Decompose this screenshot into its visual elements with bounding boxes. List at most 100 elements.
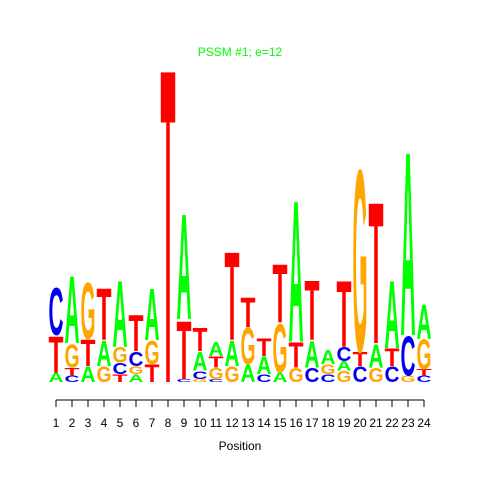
logo-letter: G xyxy=(225,361,240,387)
chart-title: PSSM #1; e=12 xyxy=(198,45,283,59)
logo-letter: T xyxy=(241,290,256,337)
logo-letter: G xyxy=(417,332,432,379)
logo-letter: A xyxy=(65,256,80,364)
logo-letter: A xyxy=(289,159,304,385)
logo-letter: A xyxy=(273,370,288,385)
logo-letter: T xyxy=(49,326,64,384)
logo-letter: A xyxy=(417,295,432,350)
x-tick-label: 15 xyxy=(273,416,287,430)
logo-letter: A xyxy=(369,337,384,374)
x-tick-label: 20 xyxy=(353,416,367,430)
x-tick-label: 12 xyxy=(225,416,239,430)
logo-letter: T xyxy=(337,262,352,367)
logo-letter: C xyxy=(385,361,400,387)
logo-letter: T xyxy=(305,264,320,359)
logo-letter: T xyxy=(417,368,432,378)
logo-letter: G xyxy=(273,309,288,388)
logo-letter: A xyxy=(209,338,224,361)
logo-letter: G xyxy=(145,334,160,371)
logo-letter: T xyxy=(145,359,160,387)
x-tick-label: 14 xyxy=(257,416,271,430)
logo-letter: T xyxy=(257,333,272,361)
logo-letter: T xyxy=(129,305,144,363)
logo-letter: G xyxy=(321,362,336,377)
logo-letter: C xyxy=(417,374,433,384)
logo-letter: C xyxy=(209,378,224,383)
logo-letter: T xyxy=(209,353,225,371)
logo-letter: G xyxy=(209,364,224,382)
logo-letter: C xyxy=(193,369,208,382)
logo-letter: T xyxy=(81,331,96,374)
logo-letter: A xyxy=(401,97,416,392)
logo-letter: T xyxy=(289,336,304,376)
logo-letter: C xyxy=(49,274,64,350)
logo-letter: A xyxy=(81,361,96,387)
logo-letter: A xyxy=(49,370,64,385)
logo-letter: A xyxy=(337,358,352,373)
logo-letter: T xyxy=(369,160,384,386)
logo-letter: A xyxy=(129,372,144,385)
logo-letter: T xyxy=(353,348,369,371)
logo-letter: C xyxy=(401,325,416,387)
x-tick-label: 16 xyxy=(289,416,303,430)
logo-letter: C xyxy=(113,359,128,377)
logo-letter: G xyxy=(353,116,368,408)
logo-letter: C xyxy=(305,364,320,387)
logo-letter: G xyxy=(193,378,208,383)
x-tick-label: 18 xyxy=(321,416,335,430)
logo-letter: A xyxy=(385,261,400,369)
logo-letter: A xyxy=(257,351,272,379)
logo-letter: T xyxy=(273,247,288,340)
logo-letter: A xyxy=(241,359,256,387)
logo-letter: G xyxy=(369,364,384,387)
x-tick-label: 5 xyxy=(117,416,124,430)
logo-letter: A xyxy=(145,273,160,356)
x-tick-label: 8 xyxy=(165,416,172,430)
x-tick-label: 4 xyxy=(101,416,108,430)
logo-letter: T xyxy=(385,343,400,371)
x-tick-label: 1 xyxy=(53,416,60,430)
logo-letter: G xyxy=(81,264,96,356)
logo-letter: G xyxy=(337,368,352,386)
x-axis-label: Position xyxy=(219,439,262,453)
x-tick-label: 6 xyxy=(133,416,140,430)
x-tick-label: 22 xyxy=(385,416,399,430)
logo-letter: C xyxy=(129,348,144,371)
logo-letter: T xyxy=(97,273,112,356)
x-tick-label: 17 xyxy=(305,416,319,430)
logo-letter: T xyxy=(177,303,192,396)
logo-letter: A xyxy=(305,333,320,376)
logo-letter: A xyxy=(321,346,336,369)
x-tick-label: 10 xyxy=(193,416,207,430)
logo-letter: G xyxy=(241,318,256,376)
logo-letter: C xyxy=(177,378,192,383)
logo-letter: C xyxy=(337,343,352,366)
x-tick-label: 9 xyxy=(181,416,188,430)
logo-letter: C xyxy=(65,374,81,384)
logo-letter: A xyxy=(113,262,128,367)
logo-letter: G xyxy=(65,337,80,374)
logo-letter: T xyxy=(113,372,129,385)
x-tick-label: 19 xyxy=(337,416,351,430)
logo-letter: C xyxy=(353,361,368,387)
logo-letter: T xyxy=(225,227,240,368)
x-tick-label: 7 xyxy=(149,416,156,430)
x-tick-label: 3 xyxy=(85,416,92,430)
logo-letter: A xyxy=(97,334,112,374)
logo-letter: G xyxy=(97,361,112,387)
x-tick-label: 24 xyxy=(417,416,431,430)
logo-letter: T xyxy=(161,0,176,478)
logo-letter: G xyxy=(289,364,304,387)
logo-letter: C xyxy=(257,372,272,385)
x-tick-label: 13 xyxy=(241,416,255,430)
logo-letter: A xyxy=(225,334,240,374)
x-tick-label: 21 xyxy=(369,416,383,430)
logo-letter: G xyxy=(113,342,128,368)
logo-letter: T xyxy=(193,321,208,358)
logo-letter: T xyxy=(65,365,81,378)
x-tick-label: 23 xyxy=(401,416,415,430)
logo-letter: A xyxy=(177,183,192,351)
logo-letter: C xyxy=(321,372,336,385)
x-tick-label: 2 xyxy=(69,416,76,430)
